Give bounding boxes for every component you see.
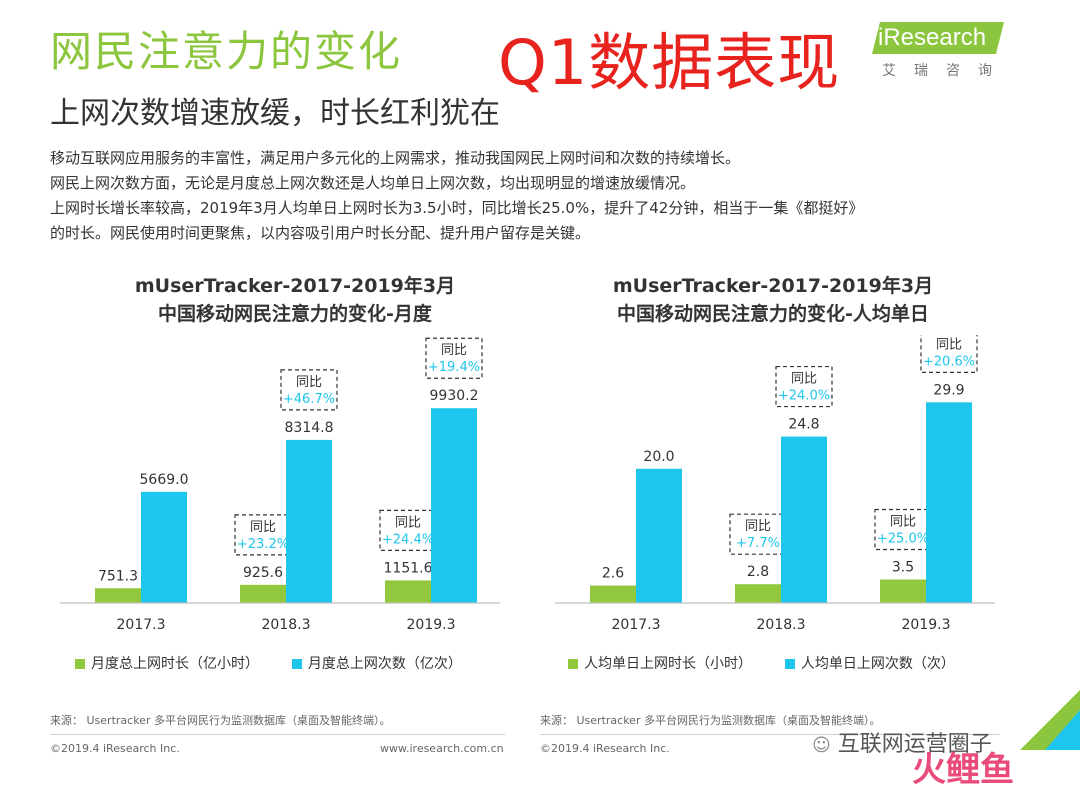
- legend-swatch-blue: [291, 659, 302, 669]
- footer-copyright-left: ©2019.4 iResearch Inc.: [50, 742, 180, 755]
- yoy-label: 同比: [395, 515, 421, 530]
- yoy-box: [280, 369, 338, 411]
- yoy-label: 同比: [296, 375, 322, 390]
- chart-left-title: mUserTracker-2017-2019年3月 中国移动网民注意力的变化-月…: [70, 272, 520, 328]
- yoy-label: 同比: [791, 372, 817, 387]
- data-label: 24.8: [788, 417, 819, 433]
- x-tick-label: 2018.3: [757, 617, 806, 633]
- data-label: 20.0: [643, 449, 674, 465]
- source-note-left: 来源： Usertracker 多平台网民行为监测数据库（桌面及智能终端）。: [50, 714, 391, 727]
- bar-blue: [636, 468, 682, 603]
- data-label: 3.5: [892, 560, 914, 576]
- data-label: 925.6: [243, 565, 283, 581]
- yoy-value: +20.6%: [923, 354, 975, 369]
- data-label: 2.8: [747, 564, 769, 580]
- footer-copyright-right: ©2019.4 iResearch Inc.: [540, 742, 670, 755]
- yoy-value: +23.2%: [237, 537, 289, 552]
- bar-blue: [286, 439, 332, 603]
- yoy-box: [234, 514, 292, 556]
- chart-left-title-line1: mUserTracker-2017-2019年3月: [134, 275, 456, 297]
- legend-swatch-green: [75, 659, 85, 669]
- legend-label: 月度总上网时长（亿小时）: [91, 656, 259, 672]
- data-label: 1151.6: [384, 560, 433, 576]
- data-label: 5669.0: [140, 472, 189, 488]
- chart-right-title-line2: 中国移动网民注意力的变化-人均单日: [617, 303, 929, 325]
- yoy-label: 同比: [250, 520, 276, 535]
- page-title: 网民注意力的变化: [50, 27, 403, 76]
- bar-green: [880, 579, 926, 603]
- footer-divider-left: [50, 734, 505, 735]
- legend-label: 月度总上网次数（亿次）: [307, 656, 462, 672]
- bar-green: [240, 584, 286, 603]
- yoy-value: +7.7%: [736, 536, 780, 551]
- logo-cn-text: 艾瑞咨询: [882, 63, 1010, 79]
- iresearch-logo: iResearch 艾瑞咨询: [872, 18, 1036, 80]
- x-tick-label: 2017.3: [117, 617, 166, 633]
- yoy-box: [425, 337, 483, 379]
- bar-blue: [431, 408, 477, 603]
- bar-blue: [781, 436, 827, 603]
- wechat-icon: ☺: [812, 735, 831, 756]
- legend-label: 人均单日上网次数（次）: [800, 656, 955, 672]
- yoy-label: 同比: [936, 337, 962, 352]
- bar-green: [95, 588, 141, 603]
- yoy-box: [874, 508, 932, 551]
- logo-brand-text: iResearch: [878, 24, 987, 51]
- description-line: 移动互联网应用服务的丰富性，满足用户多元化的上网需求，推动我国网民上网时间和次数…: [50, 149, 741, 167]
- source-note-right: 来源： Usertracker 多平台网民行为监测数据库（桌面及智能终端）。: [540, 714, 881, 727]
- yoy-value: +24.4%: [382, 532, 434, 547]
- bar-green: [385, 580, 431, 603]
- watermark-text: ☺ 互联网运营圈子: [812, 726, 992, 758]
- bar-blue: [141, 491, 187, 603]
- watermark-line1: 互联网运营圈子: [837, 732, 992, 757]
- yoy-value: +25.0%: [877, 532, 929, 547]
- chart-right-title-line1: mUserTracker-2017-2019年3月: [612, 275, 934, 297]
- watermark-line2: 火鲤鱼: [912, 750, 1014, 790]
- chart-right-plot: 2.6 20.0 2017.3 2.8 同比 +7.7% 24.8 同比 +24.0% 2018.…: [555, 335, 995, 633]
- x-tick-label: 2018.3: [262, 617, 311, 633]
- yoy-label: 同比: [745, 519, 771, 534]
- data-label: 8314.8: [285, 420, 334, 436]
- description-line: 上网时长增长率较高，2019年3月人均单日上网时长为3.5小时，同比增长25.0…: [50, 199, 864, 217]
- x-tick-label: 2017.3: [612, 617, 661, 633]
- data-label: 29.9: [933, 382, 964, 398]
- description-block: 移动互联网应用服务的丰富性，满足用户多元化的上网需求，推动我国网民上网时间和次数…: [50, 146, 1030, 246]
- corner-decoration: [1020, 690, 1080, 750]
- data-label: 9930.2: [430, 388, 479, 404]
- page-subtitle: 上网次数增速放缓，时长红利犹在: [50, 96, 500, 131]
- chart-right-title: mUserTracker-2017-2019年3月 中国移动网民注意力的变化-人…: [548, 272, 998, 328]
- bar-green: [590, 585, 636, 603]
- yoy-value: +46.7%: [283, 392, 335, 407]
- data-label: 751.3: [98, 568, 138, 584]
- watermark-brand: 火鲤鱼: [912, 742, 1014, 791]
- overlay-caption: Q1数据表现: [498, 26, 841, 99]
- legend-label: 人均单日上网时长（小时）: [584, 656, 752, 672]
- yoy-value: +19.4%: [428, 360, 480, 375]
- data-label: 2.6: [602, 566, 624, 582]
- yoy-label: 同比: [441, 343, 467, 358]
- bar-blue: [926, 402, 972, 603]
- bar-green: [735, 584, 781, 603]
- x-tick-label: 2019.3: [407, 617, 456, 633]
- legend-swatch-green: [568, 659, 578, 669]
- footer-divider-right: [540, 734, 1000, 735]
- chart-left-title-line2: 中国移动网民注意力的变化-月度: [158, 303, 432, 325]
- description-line: 的时长。网民使用时间更聚焦，以内容吸引用户时长分配、提升用户留存是关键。: [50, 224, 591, 242]
- yoy-label: 同比: [890, 515, 916, 530]
- x-tick-label: 2019.3: [902, 617, 951, 633]
- footer-url[interactable]: www.iresearch.com.cn: [380, 742, 504, 755]
- chart-left-plot: 751.3 5669.0 2017.3 925.6 同比 +23.2% 8314.8 同比 +4…: [60, 337, 500, 633]
- legend-swatch-blue: [784, 659, 795, 669]
- chart-left-legend: 月度总上网时长（亿小时） 月度总上网次数（亿次）: [75, 653, 462, 673]
- yoy-value: +24.0%: [778, 389, 830, 404]
- chart-right-legend: 人均单日上网时长（小时） 人均单日上网次数（次）: [568, 653, 955, 673]
- description-line: 网民上网次数方面，无论是月度总上网次数还是人均单日上网次数，均出现明显的增速放缓…: [50, 174, 696, 192]
- yoy-box: [775, 365, 833, 408]
